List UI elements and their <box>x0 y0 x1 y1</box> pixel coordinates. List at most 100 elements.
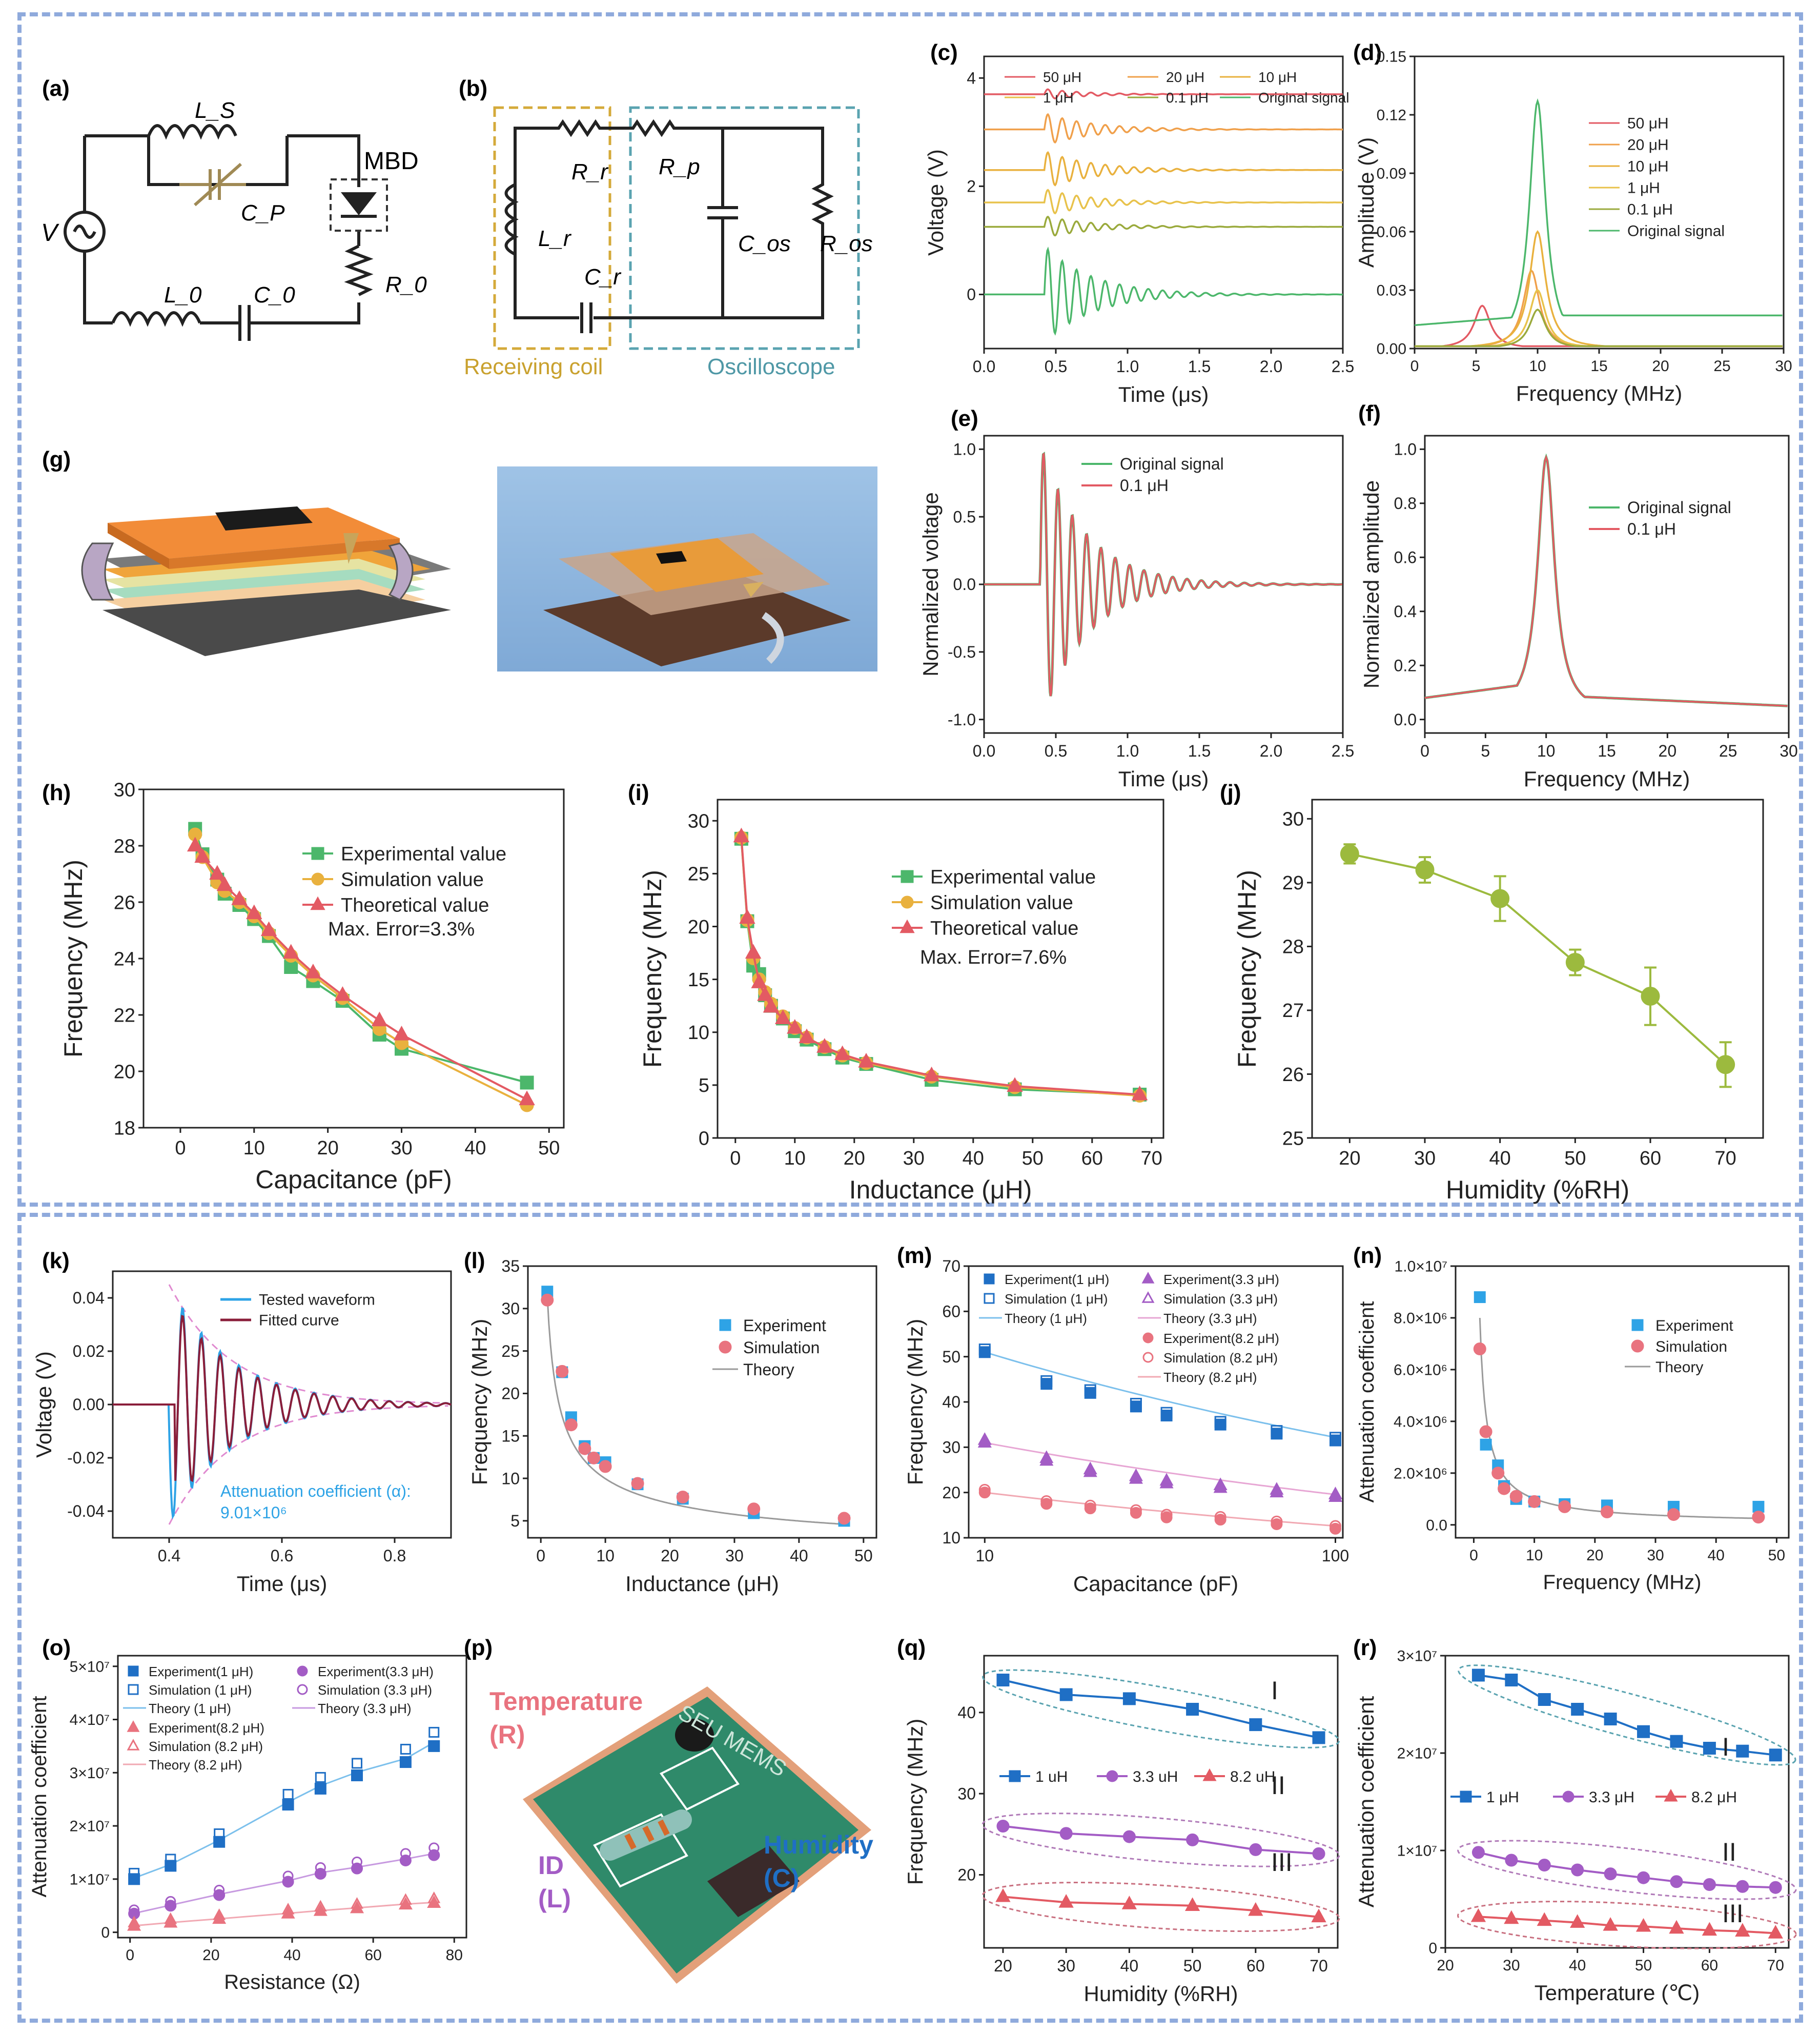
series-line <box>1424 453 1788 707</box>
y-tick-label: 1.0 <box>953 440 976 459</box>
id-label: ID <box>538 1851 564 1880</box>
chart-q-frequency-humidity: 20 30 40 50 60 70 20 30 40 Humidity (%RH) Frequenc… <box>903 1655 1340 2006</box>
legend-label: 0.1 μH <box>1166 90 1209 106</box>
annotation: Max. Error=3.3% <box>328 919 475 940</box>
legend-marker <box>127 1720 140 1732</box>
y-tick-label: 2×10⁷ <box>70 1818 110 1835</box>
legend-label: Theory (3.3 μH) <box>1163 1311 1257 1326</box>
data-point <box>787 1019 803 1034</box>
x-tick-label: 60 <box>1640 1148 1661 1169</box>
x-tick-label: 2.5 <box>1332 742 1354 760</box>
panel-label-l: (l) <box>464 1248 485 1273</box>
experiment-point <box>313 1903 328 1916</box>
group-ellipse <box>981 1813 1340 1867</box>
data-point <box>1768 1925 1783 1939</box>
panel-label-j: (j) <box>1220 780 1241 805</box>
panel-label-a: (a) <box>42 76 70 101</box>
x-axis-label: Humidity (%RH) <box>1446 1175 1629 1204</box>
data-point <box>763 998 780 1013</box>
data-point <box>246 904 262 920</box>
data-point <box>209 865 226 880</box>
legend-label: Experiment(1 μH) <box>1005 1272 1109 1287</box>
chart-m-frequency-capacitance: 10 100 10 20 30 40 50 60 70 Capacitance (pF) Frequ… <box>903 1257 1349 1596</box>
top-section-frame <box>17 12 1803 1207</box>
experiment-point <box>428 1849 440 1861</box>
y-tick-label: 18 <box>114 1117 135 1139</box>
data-point <box>1186 1833 1199 1846</box>
x-tick-label: 70 <box>1141 1148 1162 1169</box>
temperature-label: Temperature <box>489 1687 643 1716</box>
data-point <box>1505 1674 1518 1686</box>
x-axis-label: Capacitance (pF) <box>1073 1572 1238 1596</box>
legend-marker <box>127 1739 140 1751</box>
x-tick-label: 30 <box>725 1546 744 1565</box>
legend-label: 1 uH <box>1035 1768 1068 1785</box>
x-tick-label: 70 <box>1310 1957 1328 1975</box>
x-tick-label: 60 <box>364 1947 381 1964</box>
data-point <box>1059 1827 1073 1840</box>
x-axis-label: Resistance (Ω) <box>224 1971 360 1993</box>
y-tick-label: 0.0 <box>1426 1517 1447 1534</box>
data-point <box>1007 1077 1023 1092</box>
series-line <box>1003 1896 1319 1918</box>
data-point <box>745 944 762 959</box>
legend-label: Simulation (3.3 μH) <box>1163 1291 1278 1307</box>
y-axis-label: Frequency (MHz) <box>59 860 88 1057</box>
legend-label: Simulation <box>1655 1338 1727 1355</box>
annotation-line1: Attenuation coefficient (α): <box>220 1482 411 1500</box>
y-tick-label: 26 <box>1282 1064 1304 1086</box>
experiment-point <box>314 1867 326 1880</box>
series-line <box>984 189 1343 215</box>
x-tick-label: 60 <box>1081 1148 1103 1169</box>
x-tick-label: 0 <box>1420 742 1429 760</box>
x-tick-label: 10 <box>1526 1547 1543 1564</box>
series-line <box>1478 1916 1776 1935</box>
series-line <box>1003 1825 1319 1855</box>
legend-label: Experimental value <box>930 866 1096 888</box>
x-axis-label: Time (μs) <box>1118 382 1209 406</box>
rr-label: R_r <box>571 159 609 185</box>
series-line <box>984 113 1343 144</box>
cr-label: C_r <box>584 264 622 290</box>
legend-marker <box>128 1665 139 1677</box>
experiment-point <box>1474 1291 1486 1304</box>
data-point <box>1059 1688 1073 1701</box>
chart-o-attenuation-resistance: 0 20 40 60 80 0 1×10⁷ 2×10⁷ 3×10⁷ 4×10⁷ 5×10⁷ Resis… <box>28 1655 467 1993</box>
y-axis-label: Attenuation coefficient <box>28 1696 51 1898</box>
data-point <box>1471 1846 1485 1859</box>
legend-label: Original signal <box>1627 498 1731 517</box>
y-tick-label: 25 <box>1282 1128 1304 1149</box>
x-tick-label: 2.5 <box>1332 357 1354 376</box>
data-point <box>816 1038 833 1053</box>
x-tick-label: 20 <box>1652 358 1669 375</box>
simulation-point <box>1509 1490 1523 1503</box>
x-tick-label: 0 <box>1469 1547 1478 1564</box>
y-tick-label: 1.0×10⁷ <box>1395 1258 1447 1275</box>
legend-label: Theory (3.3 μH) <box>318 1701 412 1716</box>
chart-e-normalized-voltage: 0.0 0.5 1.0 1.5 2.0 2.5 -1.0 -0.5 0.0 0.5 1.0 Time … <box>918 435 1354 791</box>
theory-line <box>1479 1317 1758 1519</box>
x-tick-label: 10 <box>596 1546 615 1565</box>
experiment-point <box>1083 1464 1097 1477</box>
series-line <box>1478 1674 1776 1756</box>
x-tick-label: 40 <box>963 1148 984 1169</box>
y-tick-label: 50 <box>942 1348 960 1366</box>
legend-label: Experiment(8.2 μH) <box>1163 1331 1279 1346</box>
y-axis-label: Frequency (MHz) <box>467 1319 492 1485</box>
y-tick-label: 30 <box>688 811 709 832</box>
x-axis-label: Frequency (MHz) <box>1543 1571 1702 1594</box>
data-point <box>1504 1910 1519 1924</box>
series-line <box>1424 454 1788 707</box>
x-tick-label: 10 <box>1537 742 1556 760</box>
x-axis-label: Humidity (%RH) <box>1083 1982 1238 2006</box>
v-label: V <box>41 219 59 247</box>
x-tick-label: 0.5 <box>1045 357 1067 376</box>
legend-marker <box>1106 1770 1118 1782</box>
data-point <box>739 909 755 924</box>
x-tick-label: 20 <box>1659 742 1677 760</box>
x-tick-label: 50 <box>1183 1957 1202 1975</box>
x-tick-label: 30 <box>1775 358 1792 375</box>
humidity-label: Humidity <box>764 1830 873 1859</box>
y-tick-label: 70 <box>942 1257 960 1275</box>
x-tick-label: 2.0 <box>1260 742 1282 760</box>
